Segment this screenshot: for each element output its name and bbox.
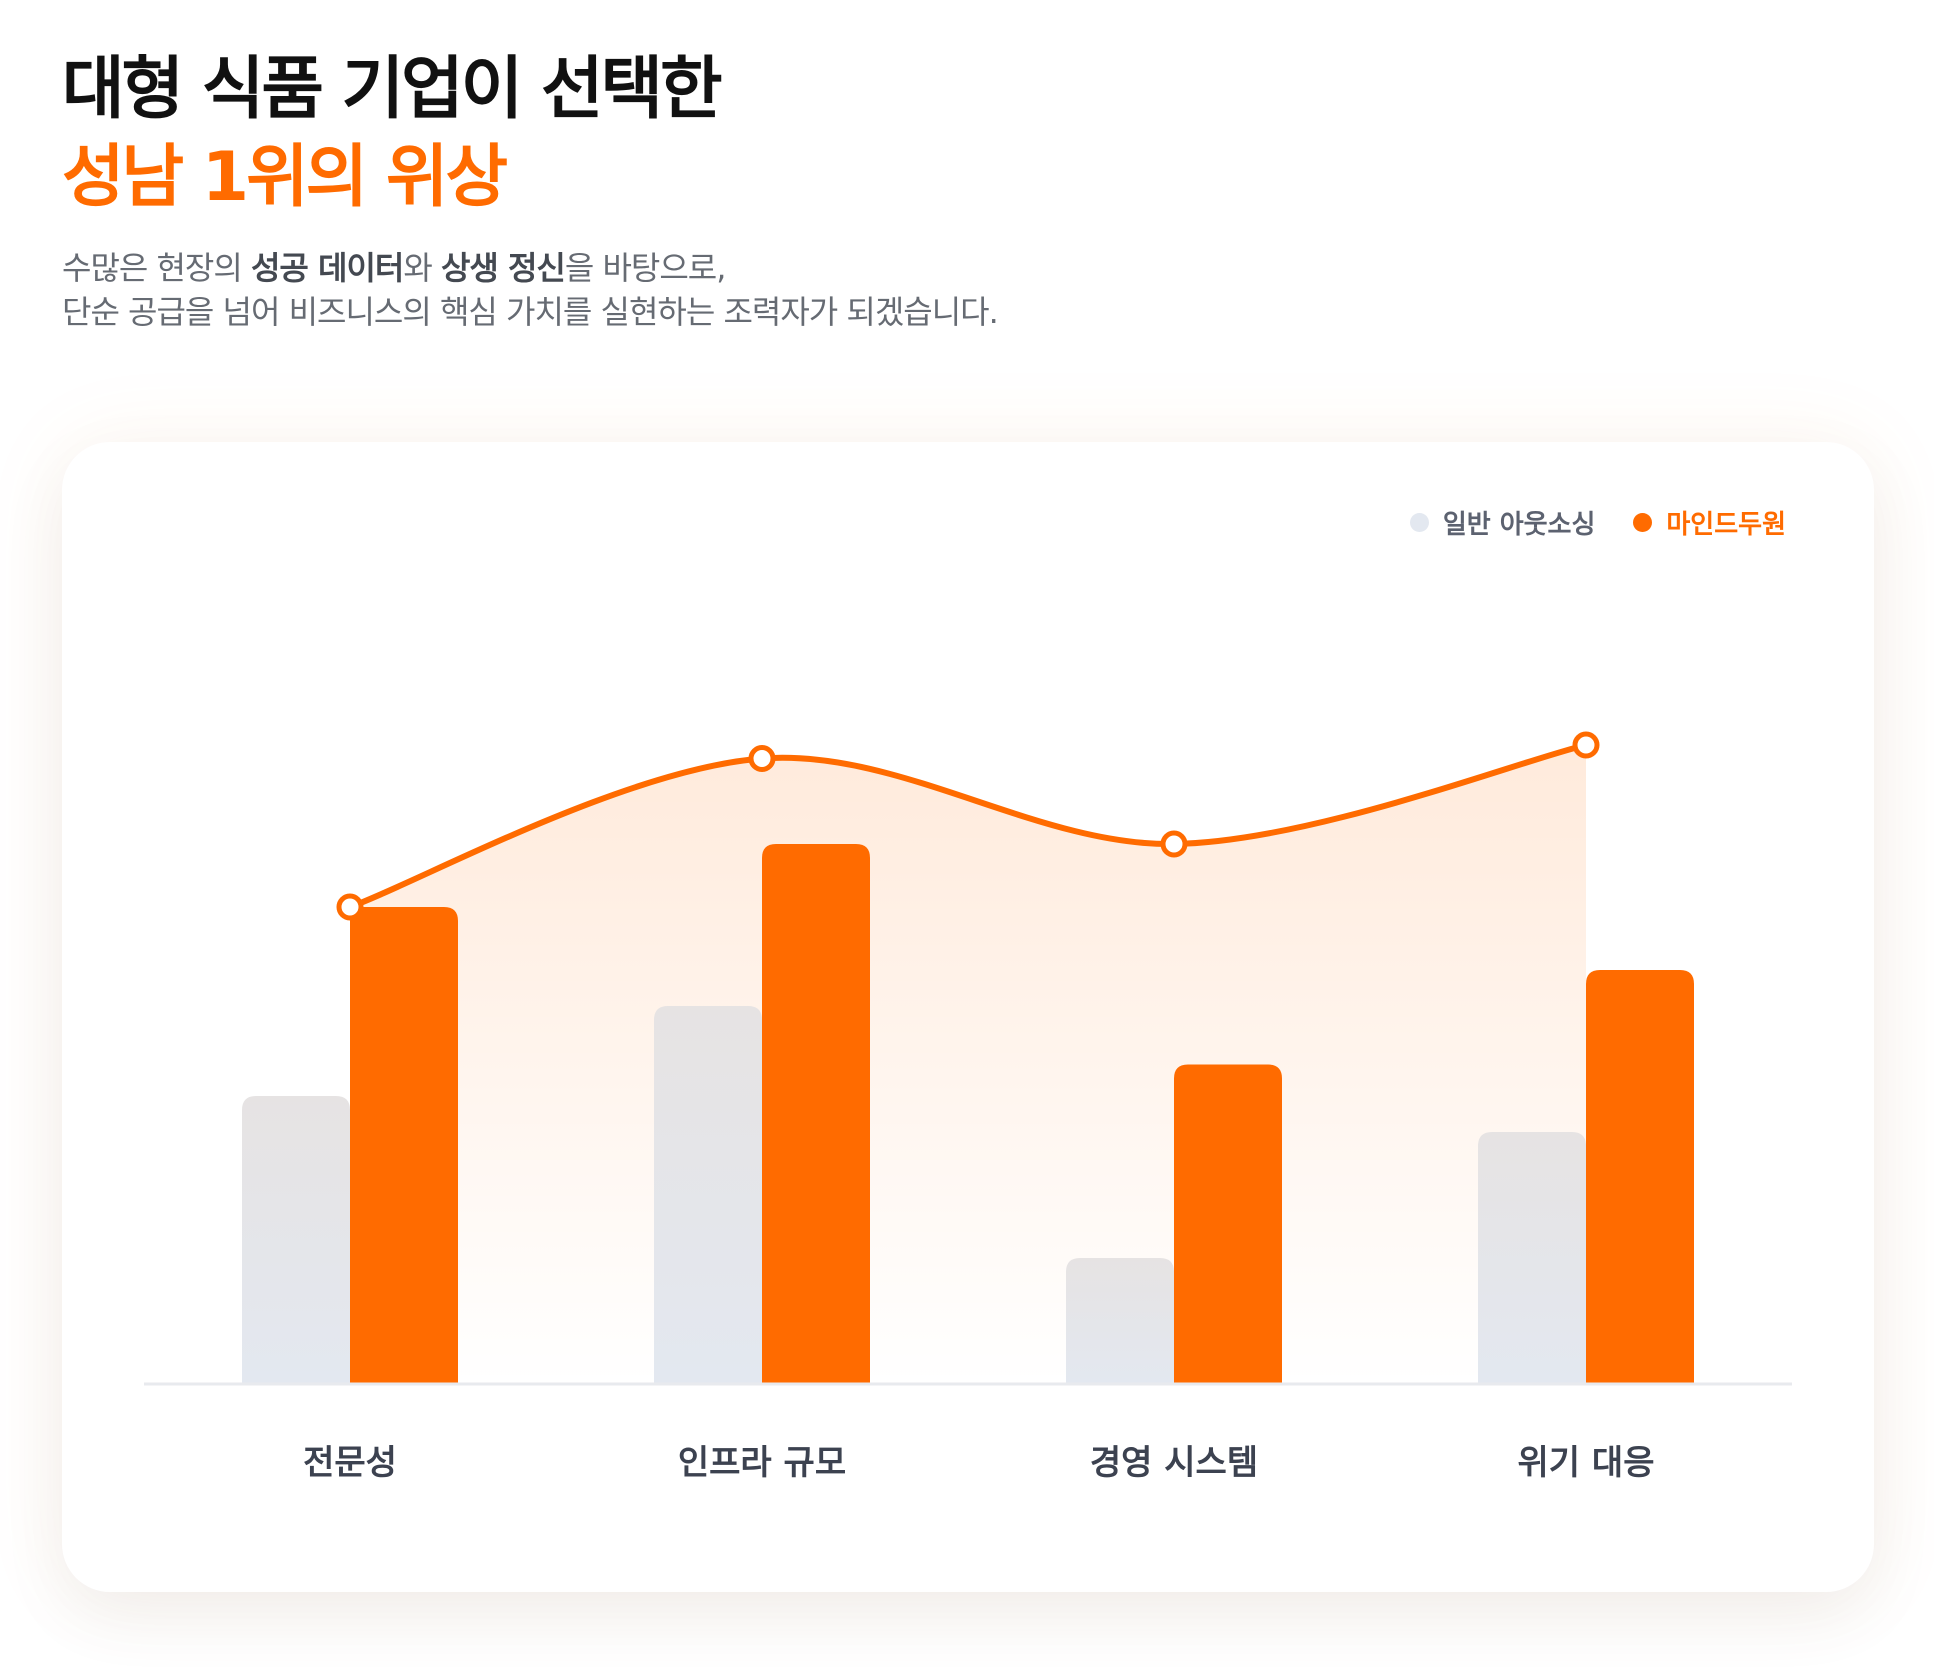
bar-general-4: [1478, 1132, 1586, 1384]
bar-general-3: [1066, 1258, 1174, 1384]
bar-general-1: [242, 1096, 350, 1384]
legend-dot-mindduone-icon: [1633, 513, 1653, 532]
bar-general-2: [654, 1006, 762, 1384]
subtitle-line-1: 수많은 현장의 성공 데이터와 상생 정신을 바탕으로,: [62, 246, 998, 290]
line-area-fill: [350, 745, 1586, 1384]
bar-mindduone-2: [762, 844, 870, 1384]
subtitle-text-3: 을 바탕으로,: [564, 249, 727, 287]
subtitle-text-1: 수많은 현장의: [62, 249, 251, 287]
x-tick-label-1: 전문성: [303, 1443, 397, 1483]
bar-mindduone-3: [1174, 1064, 1282, 1384]
legend-dot-general-icon: [1409, 513, 1429, 532]
subtitle-text-2: 와: [403, 249, 441, 287]
subtitle-line-2: 단순 공급을 넘어 비즈니스의 핵심 가치를 실현하는 조력자가 되겠습니다.: [62, 293, 999, 331]
chart-plot: 전문성 인프라 규모 경영 시스템 위기 대응: [144, 731, 1792, 1483]
legend-label-general: 일반 아웃소싱: [1442, 510, 1596, 540]
headline-line-2: 성남 1위의 위상: [62, 138, 508, 217]
legend-item-general: 일반 아웃소싱: [1409, 504, 1596, 541]
subtitle-emphasis-success-data: 성공 데이터: [250, 249, 404, 287]
chart-card: 일반 아웃소싱 마인드두원 전문성 인프라 규모 경영 시스템 위기 대응: [62, 442, 1874, 1592]
subtitle-emphasis-coexistence: 상생 정신: [440, 249, 566, 287]
line-point-4: [1572, 731, 1600, 759]
headline: 대형 식품 기업이 선택한 성남 1위의 위상: [62, 46, 723, 222]
legend-label-mindduone: 마인드두원: [1666, 510, 1786, 540]
legend-item-mindduone: 마인드두원: [1633, 504, 1786, 541]
x-tick-label-3: 경영 시스템: [1090, 1443, 1258, 1483]
x-tick-label-4: 위기 대응: [1518, 1443, 1655, 1483]
x-tick-label-2: 인프라 규모: [678, 1443, 846, 1483]
line-series: [347, 742, 1589, 910]
line-point-2: [748, 745, 776, 772]
line-point-1: [336, 893, 364, 921]
bar-mindduone-4: [1586, 970, 1694, 1384]
line-point-3: [1160, 830, 1188, 858]
headline-line-1: 대형 식품 기업이 선택한: [62, 50, 723, 129]
bar-mindduone-1: [350, 907, 458, 1384]
subtitle: 수많은 현장의 성공 데이터와 상생 정신을 바탕으로, 단순 공급을 넘어 비…: [62, 246, 999, 334]
chart-legend: 일반 아웃소싱 마인드두원: [1409, 504, 1786, 541]
